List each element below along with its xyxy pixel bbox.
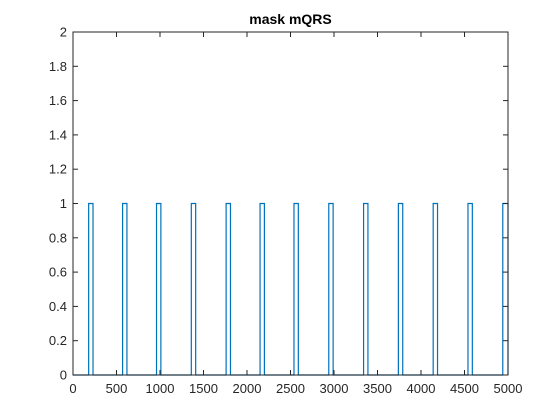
x-tick-label: 0 [69,381,76,396]
y-tick-label: 1 [60,196,67,211]
y-tick-label: 0.2 [49,333,67,348]
y-tick-label: 1.6 [49,93,67,108]
x-tick-label: 5000 [494,381,523,396]
x-tick-label: 1000 [146,381,175,396]
y-tick-label: 1.2 [49,162,67,177]
ticks-layer: 0 500 1000 1500 2000 2500 3000 3500 4000 4500 5000… [49,25,523,397]
plot-area [73,32,508,375]
y-tick-label: 0.8 [49,230,67,245]
y-tick-label: 1.8 [49,59,67,74]
y-tick-label: 0.6 [49,265,67,280]
y-tick-label: 2 [60,25,67,40]
y-tick-label: 0.4 [49,299,67,314]
x-tick-label: 1500 [189,381,218,396]
y-tick-label: 1.4 [49,127,67,142]
x-tick-label: 500 [106,381,128,396]
x-tick-label: 3500 [363,381,392,396]
x-tick-label: 2500 [276,381,305,396]
x-tick-label: 2000 [233,381,262,396]
chart-title: mask mQRS [249,11,331,27]
x-tick-label: 4000 [407,381,436,396]
y-tick-label: 0 [60,368,67,383]
x-tick-label: 3000 [320,381,349,396]
x-tick-label: 4500 [450,381,479,396]
